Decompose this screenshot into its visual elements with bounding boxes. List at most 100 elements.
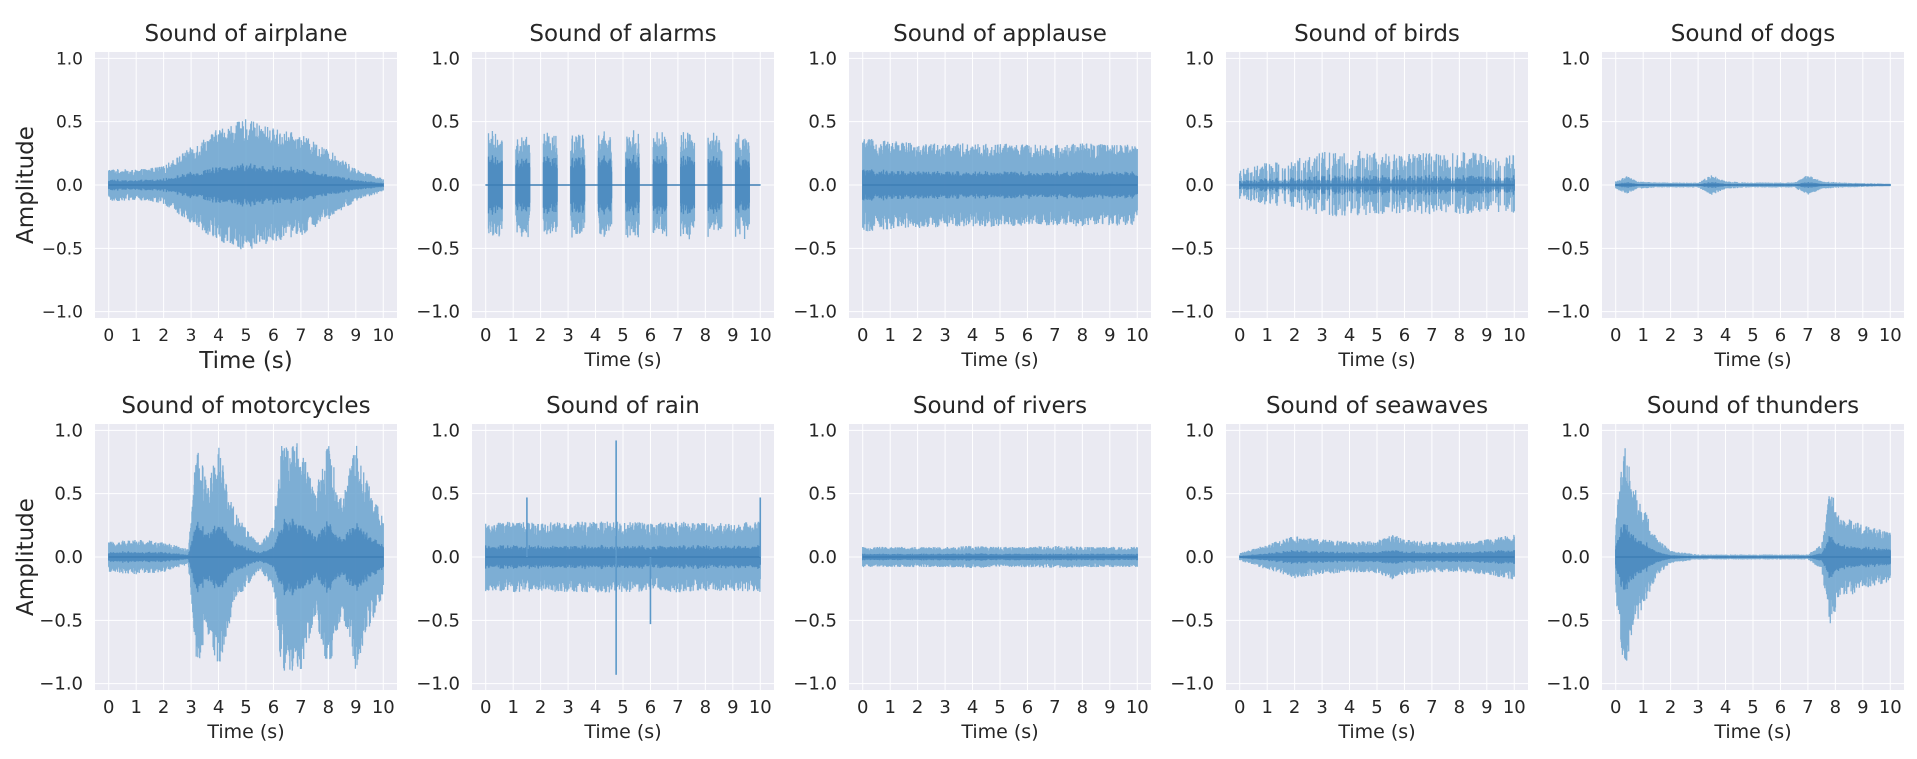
- x-axis-label: Time (s): [1337, 349, 1415, 371]
- x-tick-label: 7: [1802, 697, 1813, 718]
- x-tick-label: 9: [1104, 325, 1115, 346]
- waveform: [108, 119, 384, 250]
- waveform: [485, 440, 762, 675]
- y-tick-label: −1.0: [1170, 302, 1214, 323]
- x-tick-label: 1: [1261, 697, 1272, 718]
- y-tick-label: −1.0: [793, 674, 837, 695]
- x-tick-label: 5: [994, 325, 1005, 346]
- x-axis-label: Time (s): [1713, 721, 1791, 743]
- x-tick-label: 6: [1399, 697, 1410, 718]
- x-tick-label: 2: [912, 325, 923, 346]
- x-tick-label: 3: [939, 325, 950, 346]
- y-tick-label: −0.5: [1546, 238, 1590, 259]
- x-tick-label: 3: [1316, 325, 1327, 346]
- x-tick-label: 6: [1399, 325, 1410, 346]
- y-tick-label: 0.5: [1185, 484, 1214, 505]
- x-tick-label: 1: [507, 697, 518, 718]
- x-axis-label: Time (s): [1337, 721, 1415, 743]
- x-axis-label: Time (s): [960, 349, 1038, 371]
- x-tick-label: 8: [1454, 697, 1465, 718]
- panel-sound-of-applause: Sound of applause 0 1 2 3 4 5 6 7 8 9 10 1.0 0.5 0.0 −0…: [793, 21, 1151, 371]
- x-tick-label: 9: [727, 697, 738, 718]
- y-tick-label: 0.5: [56, 113, 83, 133]
- x-tick-label: 9: [727, 325, 738, 346]
- y-tick-label: 0.5: [54, 484, 83, 505]
- y-tick-label: 0.5: [1561, 112, 1590, 133]
- x-tick-label: 9: [1857, 325, 1868, 346]
- y-tick-label: 0.0: [431, 175, 460, 196]
- y-tick-label: 1.0: [1561, 48, 1590, 69]
- x-tick-label: 8: [700, 325, 711, 346]
- x-tick-label: 1: [1637, 325, 1648, 346]
- x-tick-label: 0: [857, 325, 868, 346]
- x-axis-label: Time (s): [198, 348, 293, 374]
- waveform: [862, 139, 1138, 232]
- x-tick-label: 7: [672, 325, 683, 346]
- x-tick-label: 8: [1454, 325, 1465, 346]
- x-axis-label: Time (s): [1713, 349, 1791, 371]
- y-tick-label: 0.0: [56, 176, 83, 196]
- y-tick-label: 0.0: [54, 547, 83, 568]
- x-tick-label: 5: [994, 697, 1005, 718]
- y-tick-label: −1.0: [1546, 302, 1590, 323]
- y-tick-label: 1.0: [431, 420, 460, 441]
- x-tick-label: 3: [1692, 697, 1703, 718]
- x-tick-label: 5: [617, 697, 628, 718]
- panel-sound-of-seawaves: Sound of seawaves 0 1 2 3 4 5 6 7 8 9 10 1.0 0.5 0.0 −0…: [1170, 393, 1528, 743]
- y-tick-label: 1.0: [808, 48, 837, 69]
- x-tick-label: 3: [1316, 697, 1327, 718]
- y-tick-label: −1.0: [793, 302, 837, 323]
- x-tick-label: 2: [1289, 697, 1300, 718]
- x-tick-label: 9: [1857, 697, 1868, 718]
- x-tick-label: 5: [1747, 697, 1758, 718]
- y-tick-label: −1.0: [416, 302, 460, 323]
- x-tick-label: 9: [350, 697, 361, 718]
- y-tick-label: 0.5: [1561, 484, 1590, 505]
- x-tick-label: 8: [700, 697, 711, 718]
- x-tick-label: 4: [1344, 325, 1355, 346]
- x-tick-label: 10: [749, 697, 772, 718]
- y-tick-label: 1.0: [1561, 420, 1590, 441]
- x-tick-label: 4: [967, 697, 978, 718]
- x-tick-label: 2: [535, 697, 546, 718]
- panel-title: Sound of rain: [546, 393, 700, 419]
- y-tick-label: 0.5: [808, 112, 837, 133]
- panel-sound-of-birds: Sound of birds 0 1 2 3 4 5 6 7 8 9 10 1.0 0.5 0.0 −0.5 −…: [1170, 21, 1528, 371]
- x-tick-label: 5: [240, 697, 251, 718]
- x-tick-label: 1: [507, 325, 518, 346]
- x-tick-label: 4: [1344, 697, 1355, 718]
- x-tick-label: 4: [1720, 325, 1731, 346]
- x-tick-label: 9: [1481, 325, 1492, 346]
- x-tick-label: 10: [1126, 697, 1149, 718]
- y-tick-label: 0.0: [1561, 547, 1590, 568]
- y-tick-label: 1.0: [54, 420, 83, 441]
- x-tick-label: 6: [645, 325, 656, 346]
- x-tick-label: 5: [241, 326, 252, 346]
- x-tick-label: 8: [323, 697, 334, 718]
- y-tick-label: −1.0: [416, 674, 460, 695]
- y-tick-label: 0.5: [431, 112, 460, 133]
- x-tick-label: 0: [857, 697, 868, 718]
- panel-title: Sound of seawaves: [1266, 393, 1488, 419]
- x-tick-label: 3: [186, 326, 197, 346]
- y-tick-label: −0.5: [42, 239, 83, 259]
- x-tick-label: 10: [1503, 325, 1526, 346]
- x-tick-label: 1: [131, 326, 142, 346]
- y-tick-label: −1.0: [1546, 674, 1590, 695]
- x-tick-label: 10: [372, 697, 395, 718]
- y-axis-label: Amplitude: [13, 498, 39, 616]
- x-tick-label: 10: [749, 325, 772, 346]
- y-tick-label: 0.5: [431, 484, 460, 505]
- y-tick-label: 0.0: [808, 175, 837, 196]
- x-tick-label: 3: [1692, 325, 1703, 346]
- x-tick-label: 0: [103, 326, 114, 346]
- x-tick-label: 8: [323, 326, 334, 346]
- x-tick-label: 0: [480, 697, 491, 718]
- x-tick-label: 4: [1720, 697, 1731, 718]
- y-tick-label: 0.0: [808, 547, 837, 568]
- x-tick-label: 3: [185, 697, 196, 718]
- x-tick-label: 1: [884, 325, 895, 346]
- x-tick-label: 9: [1481, 697, 1492, 718]
- x-tick-label: 4: [213, 697, 224, 718]
- x-tick-label: 0: [1610, 325, 1621, 346]
